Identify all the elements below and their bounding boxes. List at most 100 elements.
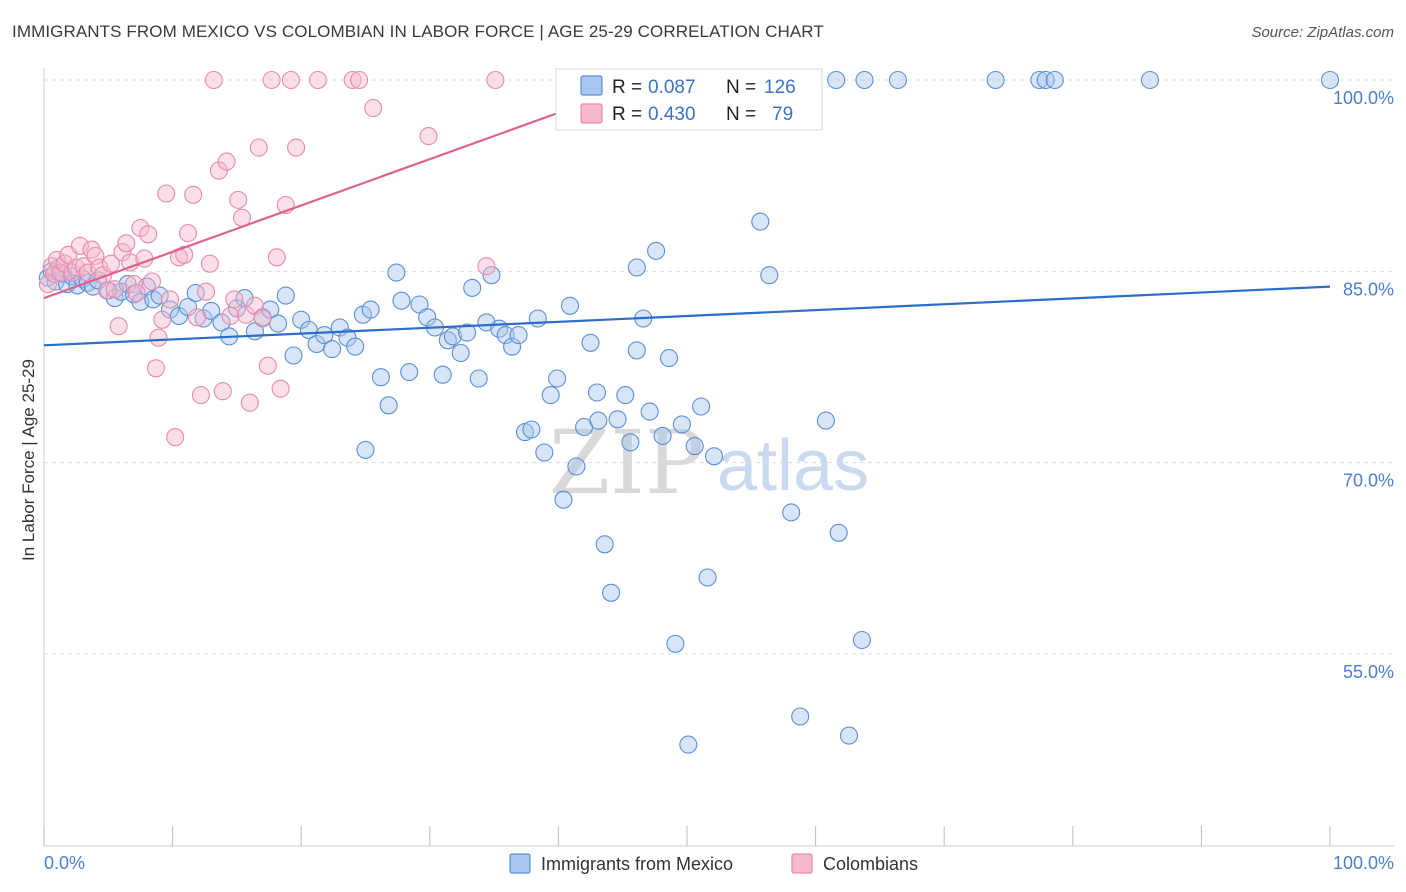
y-tick-label-100: 100.0% (1333, 88, 1394, 108)
point-colombians-40 (191, 386, 210, 405)
series-colombia-points (38, 70, 505, 447)
point-colombians-32 (157, 184, 176, 203)
point-mexico-109 (816, 411, 835, 430)
point-mexico-62 (469, 369, 488, 388)
x-tick-labels: 0.0% 100.0% (44, 853, 1394, 873)
source-credit: Source: ZipAtlas.com (1251, 24, 1394, 41)
point-colombians-17 (101, 254, 120, 273)
point-colombians-30 (149, 328, 168, 347)
legend: R = 0.087 N = 126 R = 0.430 N = 79 (555, 68, 823, 131)
point-colombians-18 (105, 280, 124, 299)
point-mexico-121 (1320, 70, 1340, 90)
trend-line-colombians (43, 110, 562, 300)
point-mexico-58 (443, 327, 462, 346)
y-tick-label-85: 85.0% (1343, 279, 1394, 299)
axes (43, 68, 1394, 847)
point-mexico-82 (587, 383, 607, 402)
point-mexico-60 (458, 323, 477, 342)
y-tick-label-55: 55.0% (1343, 662, 1394, 682)
point-colombians-13 (86, 246, 105, 266)
point-mexico-44 (346, 337, 365, 356)
point-mexico-50 (387, 263, 406, 282)
trend-line-mexico (43, 285, 1331, 347)
point-colombians-11 (78, 263, 97, 282)
point-mexico-112 (829, 523, 848, 542)
x-tick-label-100: 100.0% (1333, 853, 1394, 873)
point-colombians-8 (67, 258, 86, 277)
point-mexico-56 (433, 365, 452, 384)
point-colombians-21 (117, 234, 136, 253)
point-mexico-51 (392, 291, 411, 310)
point-colombians-49 (229, 190, 248, 209)
point-colombians-65 (350, 70, 369, 90)
point-mexico-106 (760, 266, 779, 285)
point-mexico-52 (400, 363, 419, 382)
point-colombians-48 (225, 290, 244, 309)
bottom-legend: Immigrants from Mexico Colombians (509, 853, 918, 874)
point-mexico-98 (692, 397, 711, 416)
point-mexico-46 (361, 300, 380, 319)
point-mexico-92 (653, 426, 672, 445)
bottom-legend-label-mexico: Immigrants from Mexico (541, 854, 733, 874)
point-mexico-37 (292, 310, 311, 329)
point-colombians-38 (184, 185, 203, 204)
point-mexico-105 (751, 212, 770, 231)
point-mexico-96 (679, 735, 698, 754)
legend-n-value-colombians: 79 (772, 104, 793, 125)
legend-r-value-mexico: 0.087 (648, 77, 696, 98)
point-mexico-47 (356, 440, 375, 459)
point-colombians-37 (178, 224, 198, 243)
point-colombians-54 (249, 138, 268, 157)
point-colombians-28 (142, 272, 162, 291)
point-mexico-71 (528, 309, 547, 328)
point-colombians-64 (343, 70, 362, 90)
point-colombians-43 (204, 70, 223, 90)
point-mexico-61 (463, 278, 482, 297)
point-colombians-36 (175, 245, 194, 264)
point-mexico-77 (567, 457, 586, 476)
point-colombians-19 (109, 317, 128, 336)
point-colombians-67 (419, 127, 438, 146)
point-mexico-120 (1140, 70, 1160, 90)
point-colombians-9 (70, 236, 90, 255)
grid-lines (44, 79, 1394, 655)
point-mexico-113 (839, 726, 859, 745)
legend-r-value-colombians: 0.430 (648, 104, 696, 125)
point-colombians-39 (187, 308, 207, 327)
bottom-legend-label-colombians: Colombians (823, 854, 918, 874)
point-mexico-73 (541, 386, 560, 405)
point-mexico-49 (379, 396, 398, 415)
point-mexico-83 (602, 583, 621, 602)
point-colombians-24 (127, 283, 146, 303)
point-colombians-27 (139, 225, 158, 244)
point-mexico-119 (1045, 70, 1064, 90)
point-mexico-80 (589, 411, 608, 430)
point-mexico-34 (269, 314, 288, 333)
point-mexico-76 (560, 296, 580, 315)
point-mexico-66 (496, 326, 515, 345)
point-colombians-56 (258, 356, 277, 375)
point-mexico-35 (276, 286, 295, 305)
point-mexico-89 (627, 258, 646, 277)
point-mexico-48 (371, 368, 390, 387)
point-mexico-81 (595, 535, 614, 554)
point-mexico-21 (160, 300, 180, 319)
point-mexico-99 (698, 568, 717, 587)
point-colombians-57 (262, 70, 281, 90)
point-colombians-47 (221, 306, 240, 326)
point-mexico-20 (150, 286, 169, 305)
point-colombians-45 (213, 382, 232, 401)
point-colombians-16 (97, 281, 117, 300)
point-colombians-59 (271, 379, 290, 398)
point-mexico-84 (608, 410, 627, 429)
point-mexico-40 (315, 326, 334, 345)
point-colombians-34 (166, 428, 185, 447)
point-mexico-23 (178, 297, 198, 317)
point-mexico-87 (627, 341, 646, 360)
y-tick-label-70: 70.0% (1343, 471, 1394, 491)
point-mexico-94 (666, 634, 685, 653)
point-mexico-111 (855, 70, 874, 90)
legend-n-label-mexico: N = (726, 77, 756, 98)
point-colombians-63 (308, 70, 327, 90)
